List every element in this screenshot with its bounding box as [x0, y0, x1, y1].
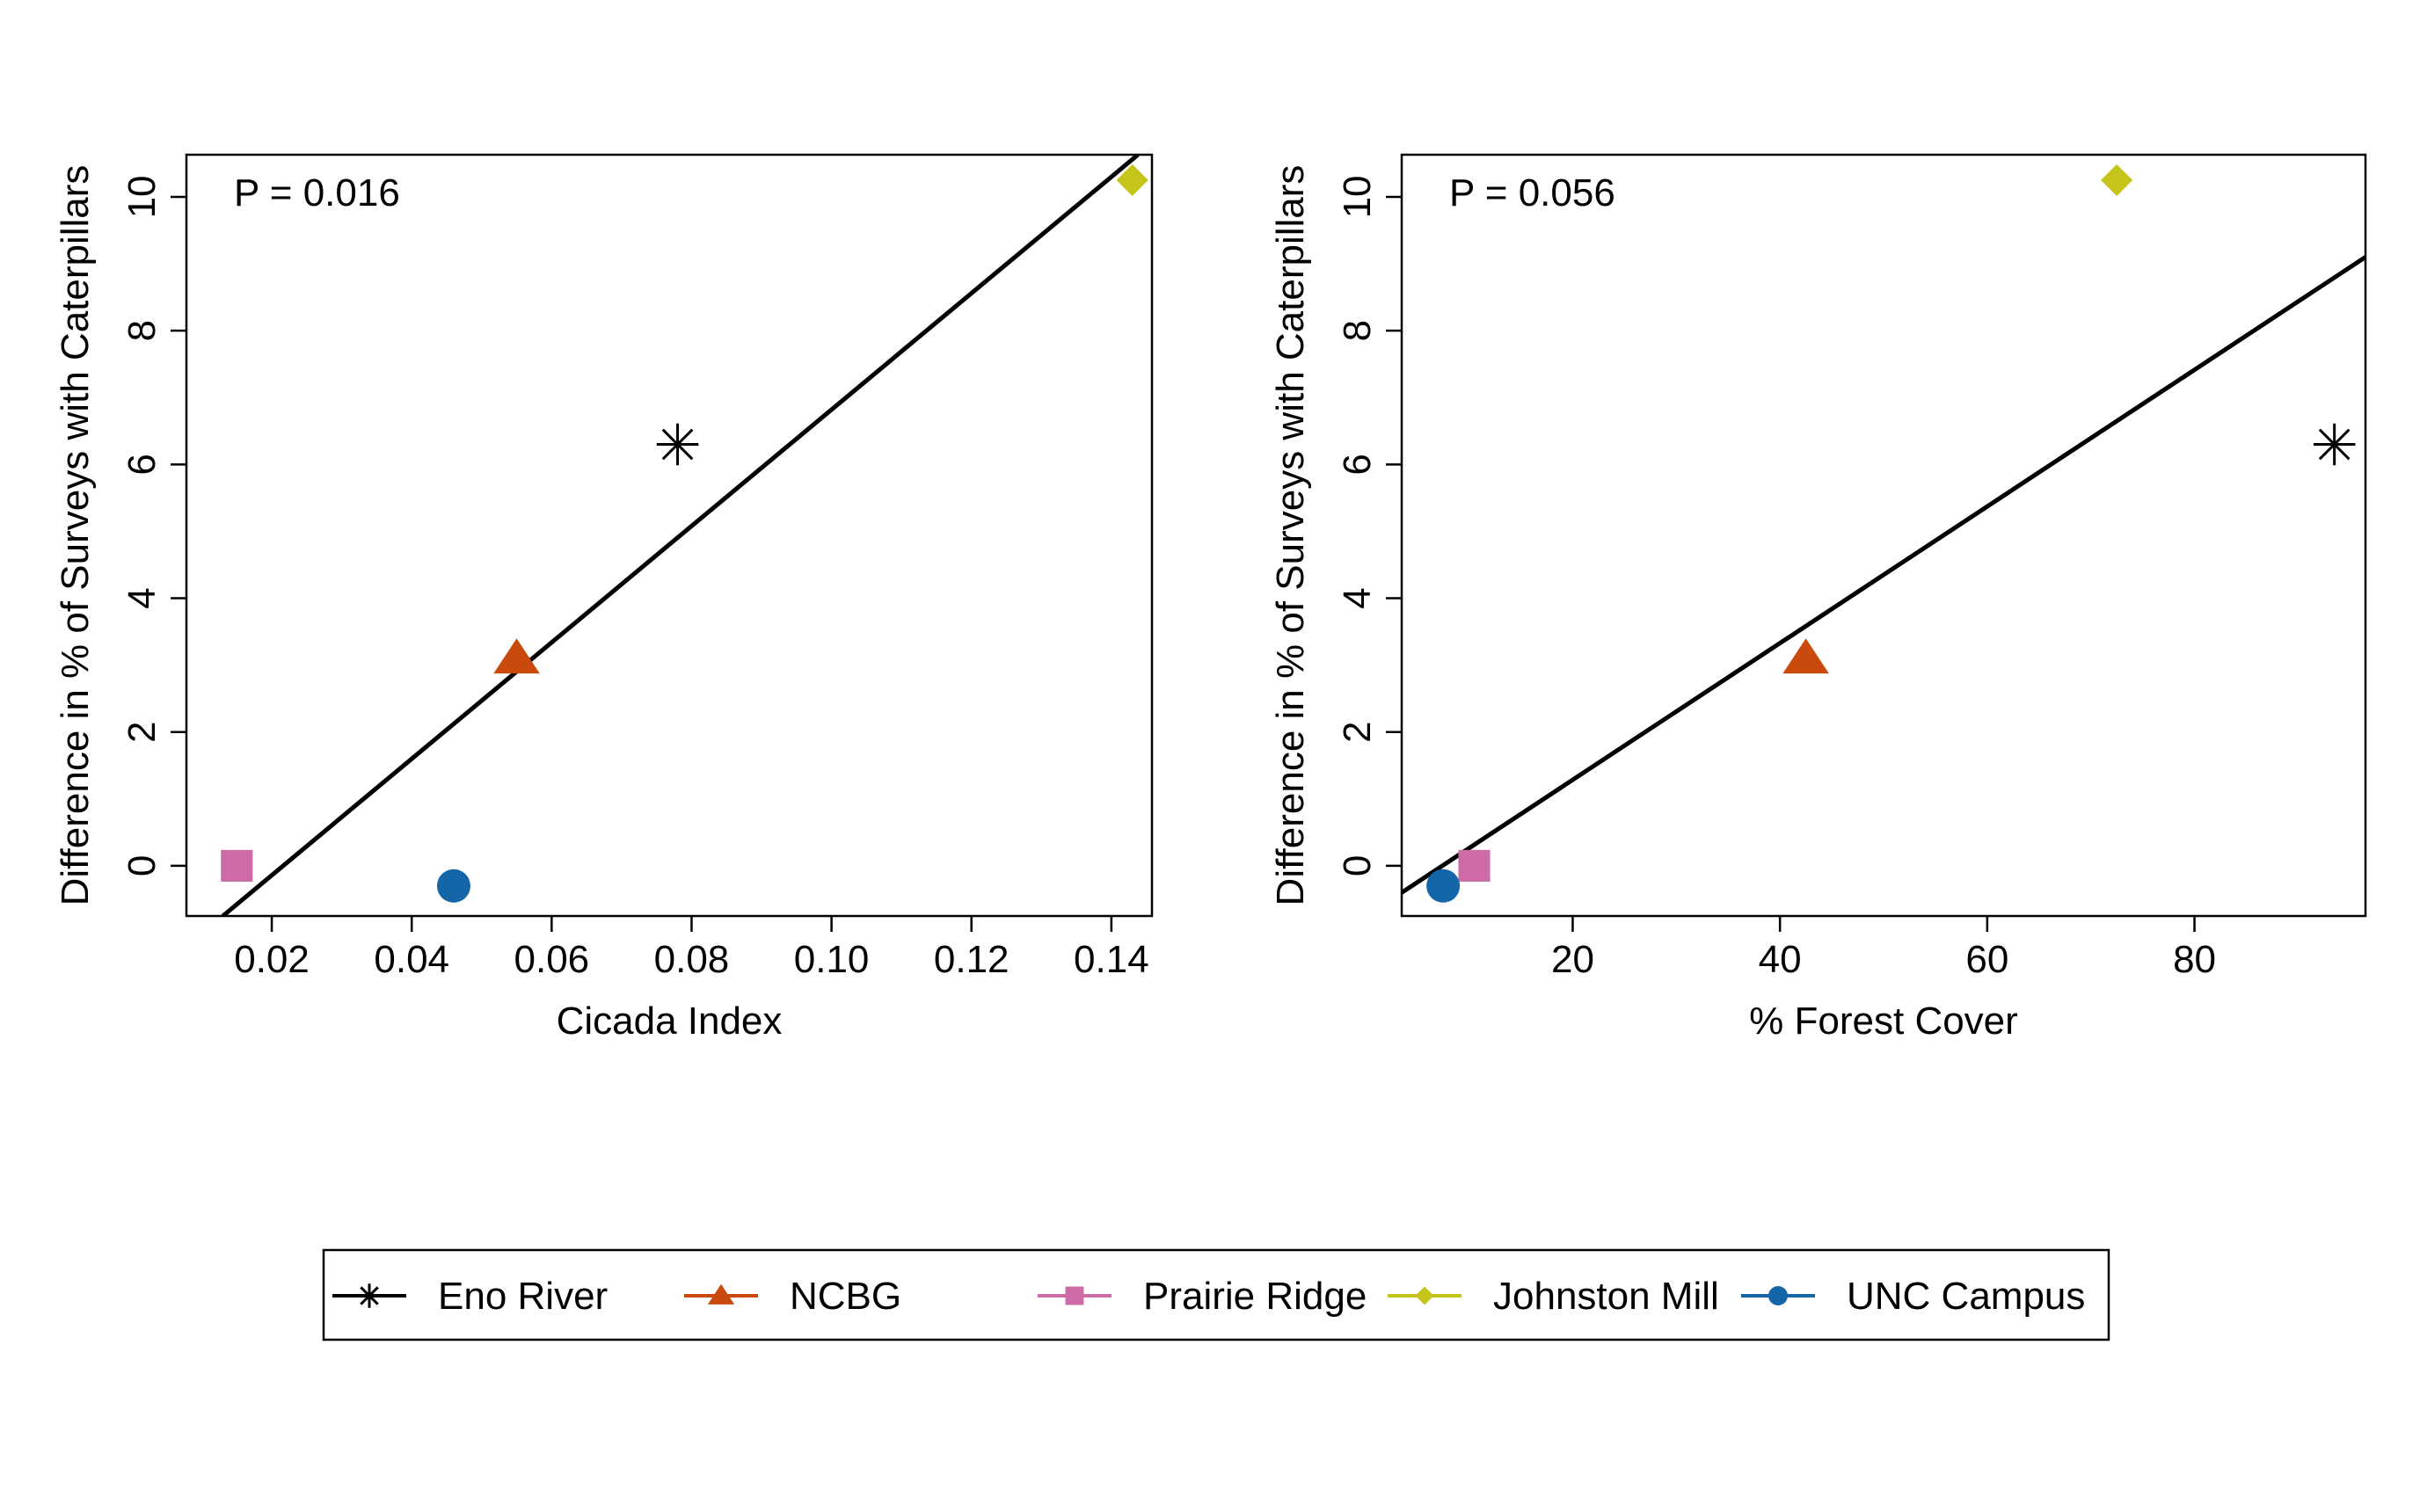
data-point-prairie-ridge — [1458, 849, 1491, 882]
legend-item-prairie-ridge: Prairie Ridge — [1038, 1275, 1367, 1318]
y-tick-label: 0 — [1336, 855, 1379, 876]
x-tick-label: 0.02 — [234, 938, 310, 981]
y-tick-label: 10 — [1336, 175, 1379, 218]
regression-line — [1402, 255, 2365, 895]
legend-item-johnston-mill: Johnston Mill — [1388, 1275, 1719, 1318]
data-point-eno-river — [2313, 423, 2356, 466]
y-axis-label: Difference in % of Surveys with Caterpil… — [54, 165, 97, 906]
plot-frame — [1400, 153, 2367, 918]
right-chart-panel: 20 40 60 80 0 2 4 6 8 10 % Forest Cover Difference … — [1269, 153, 2367, 1043]
data-point-unc-campus — [436, 869, 470, 903]
x-tick-label: 20 — [1551, 938, 1594, 981]
asterisk-stroke — [2318, 428, 2351, 461]
x-tick-label: 0.08 — [654, 938, 730, 981]
y-tick-label: 2 — [1336, 721, 1379, 742]
y-axis-label: Difference in % of Surveys with Caterpil… — [1269, 165, 1312, 906]
y-tick-label: 0 — [120, 855, 164, 876]
x-tick-label: 80 — [2173, 938, 2216, 981]
legend-label: Prairie Ridge — [1143, 1275, 1367, 1318]
data-point-eno-river — [656, 423, 699, 466]
data-point-johnston-mill — [2101, 164, 2133, 196]
legend-item-ncbg: NCBG — [684, 1275, 901, 1318]
legend-label: UNC Campus — [1847, 1275, 2085, 1318]
legend-label: NCBG — [790, 1275, 901, 1318]
y-tick-label: 6 — [1336, 454, 1379, 475]
y-tick-label: 8 — [120, 320, 164, 341]
x-axis-label: % Forest Cover — [1749, 1000, 2018, 1043]
left-chart-panel: 0.02 0.04 0.06 0.08 0.10 0.12 0.14 0 2 4 6 8 10 Cicad… — [54, 153, 1154, 1043]
x-tick-label: 0.12 — [934, 938, 1010, 981]
x-tick-label: 0.04 — [374, 938, 449, 981]
legend-item-unc-campus: UNC Campus — [1741, 1275, 2085, 1318]
y-tick-label: 6 — [120, 454, 164, 475]
diamond-marker-icon — [1415, 1286, 1434, 1305]
triangle-marker-icon — [707, 1283, 735, 1305]
y-tick-label: 8 — [1336, 320, 1379, 341]
y-tick-label: 4 — [120, 587, 164, 608]
y-tick-label: 2 — [120, 721, 164, 742]
data-point-unc-campus — [1426, 869, 1461, 903]
x-tick-label: 0.10 — [794, 938, 870, 981]
data-point-prairie-ridge — [221, 849, 253, 882]
p-value-annotation: P = 0.056 — [1449, 171, 1615, 214]
y-tick-label: 10 — [120, 175, 164, 218]
asterisk-stroke — [661, 428, 694, 461]
legend-item-eno-river: Eno River — [332, 1275, 608, 1318]
asterisk-marker-icon — [357, 1283, 382, 1308]
y-tick-label: 4 — [1336, 587, 1379, 608]
x-axis-label: Cicada Index — [557, 1000, 783, 1043]
x-tick-label: 0.14 — [1074, 938, 1149, 981]
legend-label: Johnston Mill — [1493, 1275, 1719, 1318]
regression-line — [221, 155, 1140, 916]
data-point-ncbg — [1782, 638, 1829, 674]
x-tick-label: 0.06 — [514, 938, 590, 981]
plot-frame — [185, 153, 1154, 918]
legend-label: Eno River — [438, 1275, 608, 1318]
data-point-ncbg — [493, 638, 540, 674]
data-point-johnston-mill — [1116, 164, 1148, 196]
asterisk-stroke — [360, 1286, 379, 1305]
square-marker-icon — [1065, 1286, 1084, 1305]
p-value-annotation: P = 0.016 — [234, 171, 400, 214]
x-tick-label: 40 — [1759, 938, 1802, 981]
x-tick-label: 60 — [1965, 938, 2008, 981]
legend: Eno River NCBG Prairie Ridge Johnston Mill U… — [322, 1248, 2110, 1341]
circle-marker-icon — [1768, 1286, 1788, 1305]
